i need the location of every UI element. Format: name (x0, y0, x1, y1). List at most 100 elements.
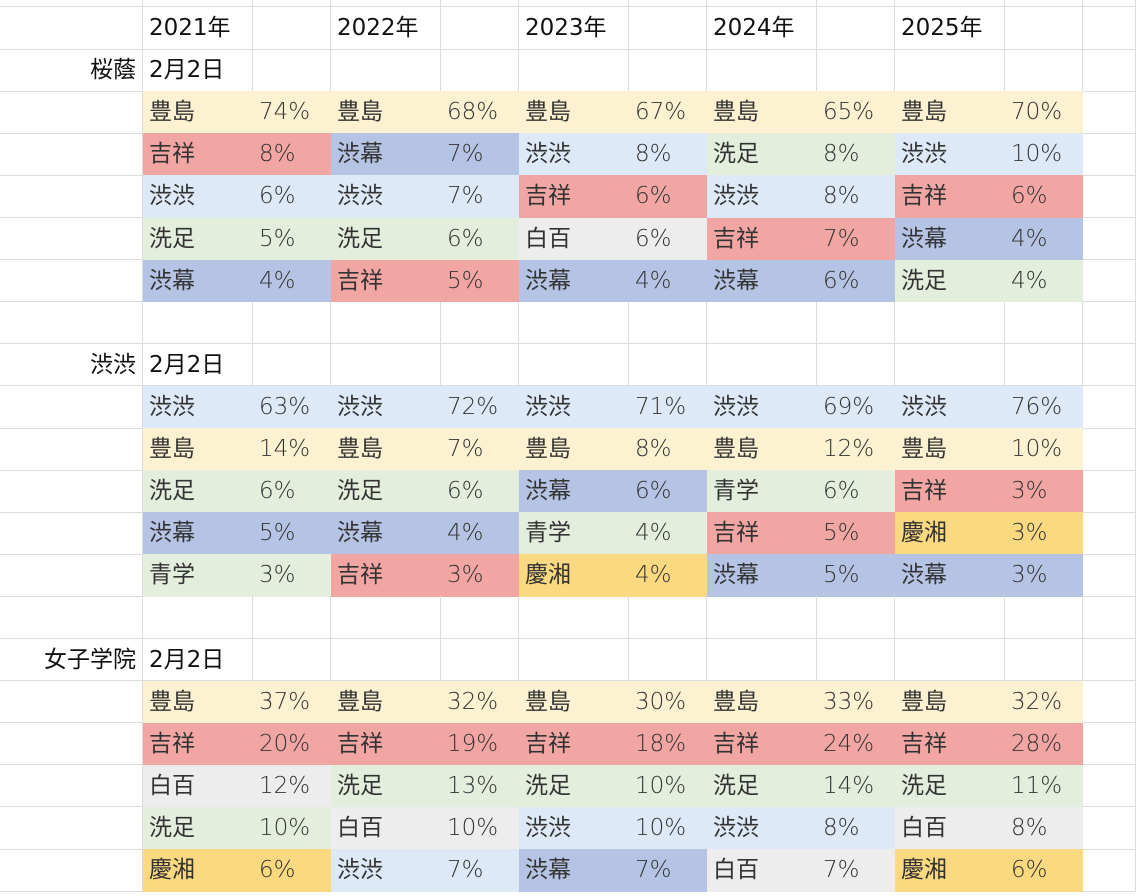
school-name-cell[interactable]: 渋幕 (143, 259, 253, 303)
school-name-cell[interactable]: 吉祥 (895, 175, 1005, 219)
empty-cell[interactable] (519, 49, 629, 92)
percentage-cell[interactable]: 7% (441, 849, 519, 892)
school-name-cell[interactable]: 渋渋 (519, 133, 629, 176)
percentage-cell[interactable]: 14% (817, 764, 895, 808)
empty-cell[interactable] (441, 49, 519, 92)
percentage-cell[interactable]: 10% (253, 806, 331, 850)
empty-cell[interactable] (253, 596, 331, 640)
empty-cell[interactable] (895, 596, 1005, 640)
school-name-cell[interactable]: 渋渋 (331, 385, 441, 429)
empty-cell[interactable] (331, 49, 441, 92)
empty-cell[interactable] (331, 0, 441, 7)
empty-cell[interactable] (1083, 470, 1136, 513)
school-name-cell[interactable]: 豊島 (707, 91, 817, 134)
percentage-cell[interactable]: 72% (441, 385, 519, 429)
school-name-cell[interactable]: 白百 (707, 849, 817, 892)
percentage-cell[interactable]: 13% (441, 764, 519, 808)
empty-cell[interactable] (1083, 512, 1136, 555)
school-name-cell[interactable]: 吉祥 (519, 175, 629, 219)
school-name-cell[interactable]: 白百 (143, 764, 253, 808)
empty-cell[interactable] (519, 596, 629, 640)
school-name-cell[interactable]: 渋渋 (331, 849, 441, 892)
school-name-cell[interactable]: 渋幕 (331, 133, 441, 176)
exam-date[interactable]: 2月2日 (143, 343, 253, 387)
empty-cell[interactable] (1083, 806, 1136, 850)
empty-cell[interactable] (1083, 849, 1136, 892)
empty-cell[interactable] (1005, 596, 1083, 640)
school-name-cell[interactable]: 吉祥 (143, 133, 253, 176)
percentage-cell[interactable]: 69% (817, 385, 895, 429)
empty-cell[interactable] (1083, 217, 1136, 261)
empty-cell[interactable] (441, 638, 519, 682)
school-name-cell[interactable]: 洗足 (707, 133, 817, 176)
empty-cell[interactable] (707, 0, 817, 7)
percentage-cell[interactable]: 28% (1005, 722, 1083, 766)
percentage-cell[interactable]: 12% (253, 764, 331, 808)
percentage-cell[interactable]: 10% (1005, 133, 1083, 176)
school-name-cell[interactable]: 吉祥 (331, 722, 441, 766)
empty-cell[interactable] (1083, 343, 1136, 387)
percentage-cell[interactable]: 6% (629, 217, 707, 261)
empty-cell[interactable] (441, 0, 519, 7)
empty-cell[interactable] (629, 596, 707, 640)
empty-cell[interactable] (895, 0, 1005, 7)
empty-cell[interactable] (0, 217, 143, 261)
empty-cell[interactable] (629, 301, 707, 345)
percentage-cell[interactable]: 65% (817, 91, 895, 134)
empty-cell[interactable] (629, 343, 707, 387)
school-label[interactable]: 渋渋 (0, 343, 143, 387)
empty-cell[interactable] (0, 7, 143, 50)
percentage-cell[interactable]: 30% (629, 680, 707, 724)
percentage-cell[interactable]: 6% (253, 470, 331, 513)
empty-cell[interactable] (1083, 133, 1136, 176)
empty-cell[interactable] (1083, 0, 1136, 7)
percentage-cell[interactable]: 20% (253, 722, 331, 766)
percentage-cell[interactable]: 8% (817, 806, 895, 850)
school-name-cell[interactable]: 渋幕 (519, 259, 629, 303)
percentage-cell[interactable]: 63% (253, 385, 331, 429)
percentage-cell[interactable]: 8% (629, 428, 707, 471)
empty-cell[interactable] (817, 343, 895, 387)
school-name-cell[interactable]: 豊島 (895, 680, 1005, 724)
empty-cell[interactable] (0, 849, 143, 892)
school-name-cell[interactable]: 洗足 (331, 470, 441, 513)
school-name-cell[interactable]: 洗足 (143, 217, 253, 261)
percentage-cell[interactable]: 7% (441, 175, 519, 219)
empty-cell[interactable] (707, 596, 817, 640)
school-name-cell[interactable]: 豊島 (895, 428, 1005, 471)
empty-cell[interactable] (519, 301, 629, 345)
empty-cell[interactable] (1083, 680, 1136, 724)
empty-cell[interactable] (0, 175, 143, 219)
empty-cell[interactable] (143, 596, 253, 640)
empty-cell[interactable] (0, 259, 143, 303)
empty-cell[interactable] (253, 49, 331, 92)
percentage-cell[interactable]: 7% (817, 217, 895, 261)
empty-cell[interactable] (817, 0, 895, 7)
empty-cell[interactable] (1083, 91, 1136, 134)
school-name-cell[interactable]: 渋幕 (895, 554, 1005, 597)
percentage-cell[interactable]: 10% (1005, 428, 1083, 471)
empty-cell[interactable] (1083, 428, 1136, 471)
school-name-cell[interactable]: 豊島 (895, 91, 1005, 134)
empty-cell[interactable] (0, 428, 143, 471)
empty-cell[interactable] (629, 7, 707, 50)
school-name-cell[interactable]: 豊島 (519, 428, 629, 471)
percentage-cell[interactable]: 14% (253, 428, 331, 471)
percentage-cell[interactable]: 4% (629, 259, 707, 303)
percentage-cell[interactable]: 3% (253, 554, 331, 597)
school-name-cell[interactable]: 青学 (519, 512, 629, 555)
empty-cell[interactable] (441, 343, 519, 387)
percentage-cell[interactable]: 8% (817, 133, 895, 176)
percentage-cell[interactable]: 4% (441, 512, 519, 555)
percentage-cell[interactable]: 10% (629, 764, 707, 808)
school-name-cell[interactable]: 青学 (707, 470, 817, 513)
empty-cell[interactable] (707, 638, 817, 682)
percentage-cell[interactable]: 6% (817, 470, 895, 513)
school-name-cell[interactable]: 青学 (143, 554, 253, 597)
percentage-cell[interactable]: 5% (253, 217, 331, 261)
empty-cell[interactable] (817, 301, 895, 345)
empty-cell[interactable] (0, 385, 143, 429)
empty-cell[interactable] (817, 638, 895, 682)
percentage-cell[interactable]: 74% (253, 91, 331, 134)
school-name-cell[interactable]: 豊島 (519, 91, 629, 134)
